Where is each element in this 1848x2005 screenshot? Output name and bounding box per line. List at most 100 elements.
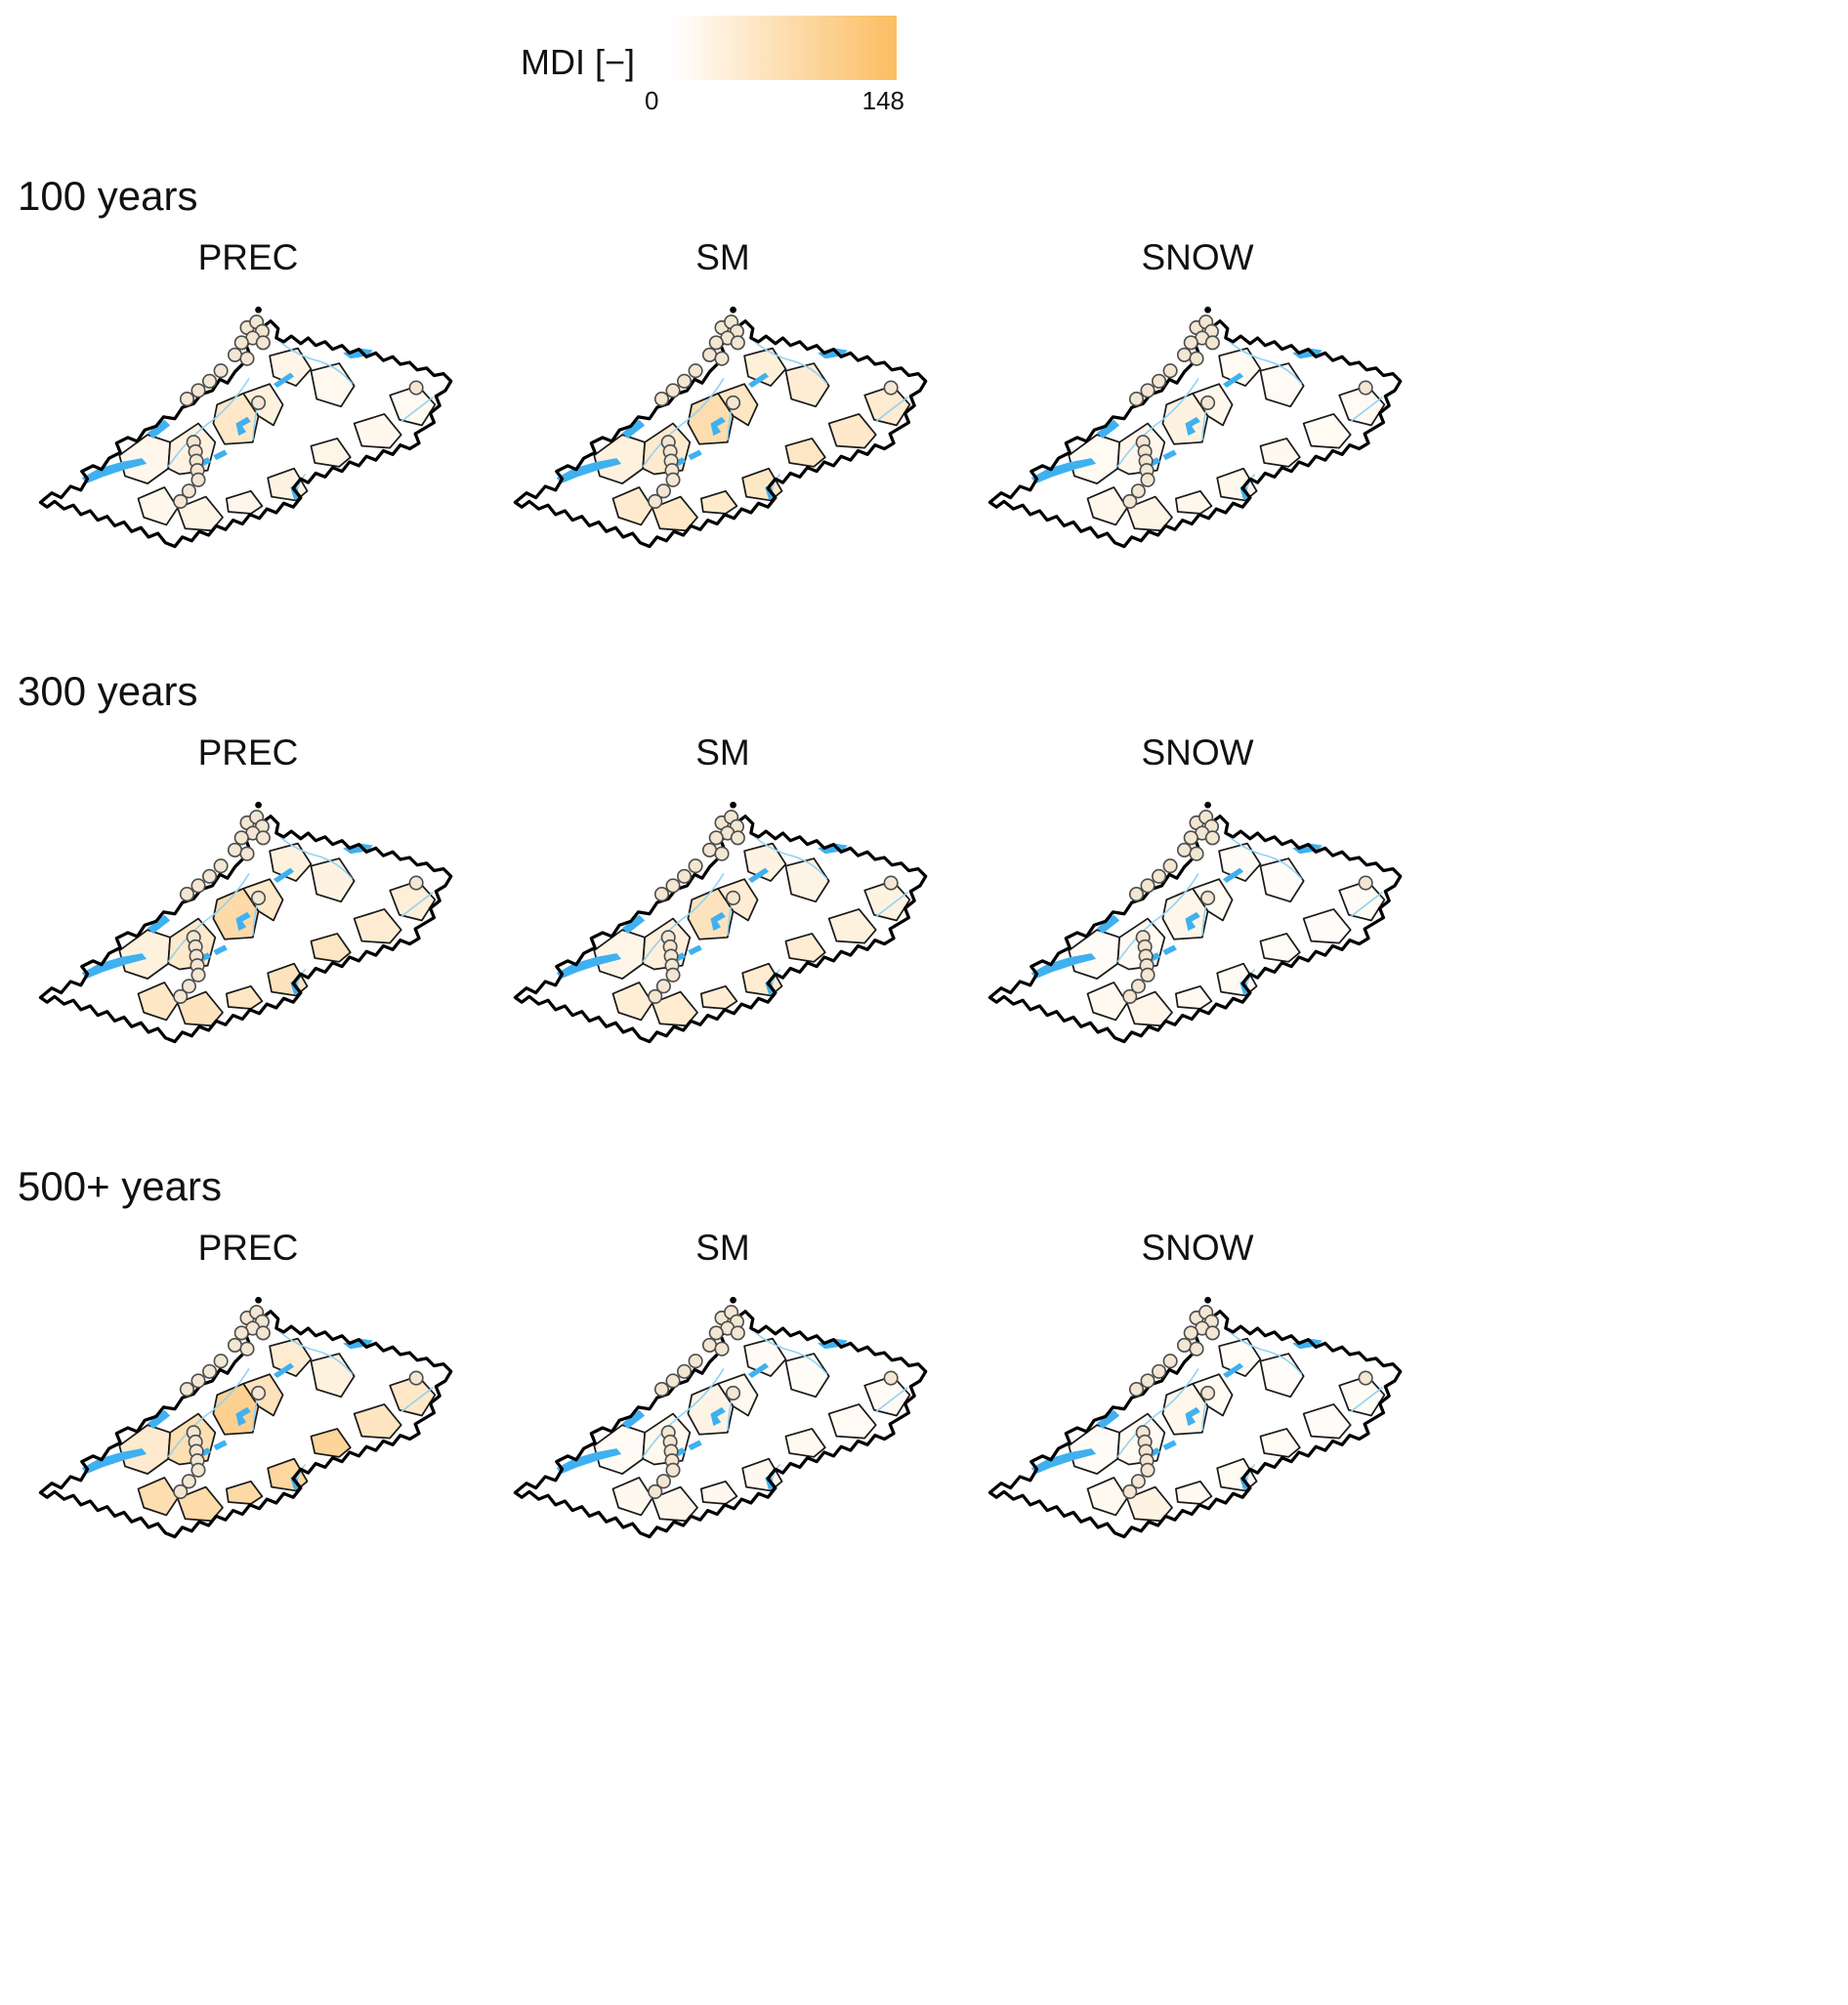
station-marker [202, 868, 218, 884]
lake-neuchatel [622, 419, 646, 439]
catchment-region [611, 982, 653, 1022]
catchment-region [784, 857, 830, 903]
catchment-region [1068, 1424, 1121, 1475]
catchment-region [784, 1353, 830, 1399]
station-marker [1152, 373, 1167, 389]
row-300-years: 300 years PREC [18, 668, 1848, 1062]
map [977, 779, 1418, 1062]
row-100-years: 100 years PREC [18, 173, 1848, 566]
lake-neuchatel [1097, 914, 1120, 934]
station-marker [1152, 868, 1167, 884]
station-marker [1122, 1483, 1138, 1499]
catchment-region [784, 438, 826, 468]
catchment-region [1126, 1485, 1173, 1523]
river [276, 833, 354, 880]
map [977, 1274, 1418, 1557]
row-label: 100 years [18, 173, 198, 219]
catchment-region [137, 486, 179, 526]
catchment-region [1068, 929, 1121, 980]
catchment-region [1259, 438, 1301, 468]
station-marker [190, 383, 206, 398]
catchment-region [593, 434, 647, 484]
catchment-region [1259, 1428, 1301, 1458]
catchment-region [267, 467, 309, 502]
lake-geneva [556, 458, 622, 484]
legend-min-tick: 0 [645, 86, 659, 115]
station-marker [227, 842, 243, 857]
station-marker [730, 1325, 745, 1341]
lake-lucerne [1185, 911, 1200, 932]
station-marker [653, 392, 670, 407]
catchment-region [743, 1337, 787, 1377]
station-marker [655, 483, 671, 499]
catchment-region [743, 842, 787, 882]
catchment-region [1175, 984, 1213, 1010]
panel-500y-snow: SNOW [977, 1212, 1418, 1557]
rivers [1116, 338, 1383, 497]
station-marker [701, 842, 718, 857]
station-marker [665, 1373, 681, 1389]
map [502, 284, 944, 566]
lake-geneva [1030, 458, 1097, 484]
catchment-region [1216, 962, 1258, 997]
river [1226, 1328, 1303, 1375]
river [875, 892, 908, 918]
station-marker [653, 1382, 670, 1398]
lake-lucerne [710, 911, 726, 932]
station-marker [227, 347, 243, 362]
lake-zurich [1222, 867, 1244, 884]
catchment-region [1259, 857, 1305, 903]
lake-brienz [688, 944, 702, 956]
catchment-region [310, 438, 352, 468]
catchment-region [353, 908, 402, 944]
station-markers [173, 314, 424, 509]
station-marker [1200, 395, 1216, 410]
lake-neuchatel [147, 419, 171, 439]
catchment-regions [593, 842, 911, 1027]
rivers [167, 338, 434, 497]
catchment-region [1218, 1337, 1262, 1377]
catchment-region [1218, 842, 1262, 882]
station-marker [1152, 1363, 1167, 1379]
map [502, 1274, 944, 1557]
station-marker [1200, 1385, 1216, 1400]
catchment-map [38, 306, 453, 549]
river [1226, 833, 1303, 880]
catchment-region [611, 1477, 653, 1517]
border-dot [730, 801, 736, 809]
river [875, 1387, 908, 1413]
river [642, 1368, 725, 1458]
lakes [556, 348, 848, 500]
river [400, 892, 434, 918]
map [27, 284, 469, 566]
station-marker [1122, 988, 1138, 1004]
station-marker [251, 395, 267, 410]
station-marker [730, 335, 745, 351]
panel-100y-prec: PREC [27, 222, 469, 566]
catchment-region [177, 1485, 224, 1523]
catchment-region [593, 1424, 647, 1475]
station-markers [173, 810, 424, 1004]
catchment-region [784, 362, 830, 408]
catchment-region [651, 495, 698, 532]
lake-brienz [1162, 449, 1177, 461]
station-marker [408, 380, 424, 396]
station-marker [1176, 1337, 1193, 1353]
lake-neuchatel [622, 1409, 646, 1429]
catchment-region [1302, 908, 1352, 944]
station-marker [726, 890, 741, 905]
station-markers [648, 810, 899, 1004]
border-dot [255, 306, 262, 313]
station-marker [1162, 858, 1178, 874]
border-dot [1204, 801, 1211, 809]
panel-300y-sm: SM [502, 717, 944, 1062]
legend-gradient-bar [652, 16, 898, 80]
station-marker [655, 979, 671, 994]
lake-lucerne [1185, 416, 1200, 437]
catchment-regions [118, 347, 437, 532]
panel-500y-prec: PREC [27, 1212, 469, 1557]
station-marker [1176, 347, 1193, 362]
lake-zurich [273, 1362, 295, 1379]
lake-brienz [1162, 944, 1177, 956]
station-marker [1128, 887, 1145, 902]
